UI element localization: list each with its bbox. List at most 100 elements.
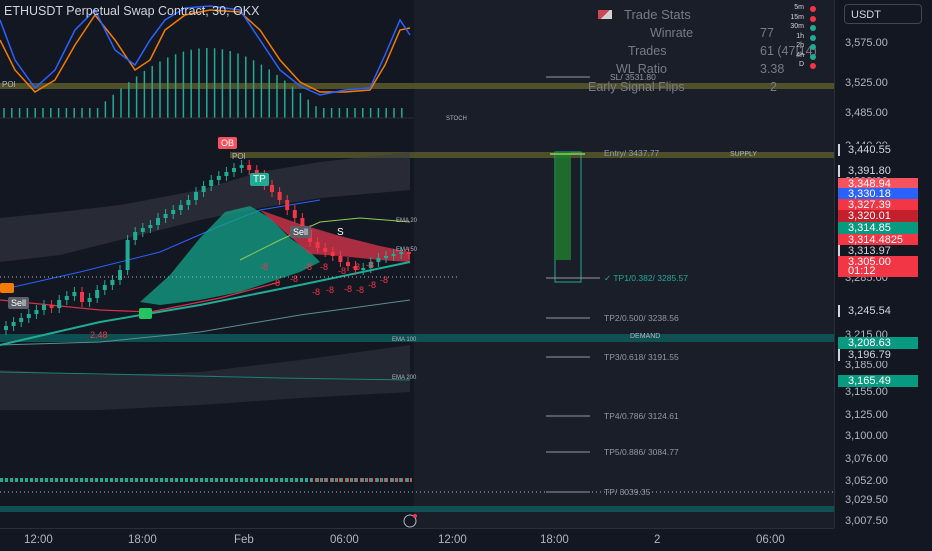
signal-dot: -8 — [260, 262, 268, 272]
timeframe-row: 5m — [770, 4, 818, 14]
candle-body — [209, 180, 214, 186]
oscillator-orange-line — [0, 9, 411, 93]
candle-body — [102, 285, 107, 290]
candle-body — [323, 248, 328, 252]
chart-pane[interactable]: -8 -8 -8 -8 -8 -8 -8 -8 -8 -8 -8 -8 -8 -8 ETHUSDT Per… — [0, 0, 834, 528]
currency-button[interactable]: USDT — [844, 4, 922, 24]
wl-ratio-value: 3.38 — [760, 62, 785, 76]
trade-level-lines — [546, 76, 590, 493]
ema200-label: EMA 200 — [392, 375, 417, 381]
candle-body — [171, 210, 176, 214]
oscillator-histogram — [3, 48, 403, 118]
price-tick: 3,525.00 — [845, 77, 888, 89]
time-tick: 18:00 — [540, 534, 569, 546]
timeframe-row: D — [770, 61, 818, 71]
lightning-icon[interactable] — [403, 514, 417, 528]
signal-dot: -8 — [368, 280, 376, 290]
orange-marker-left — [0, 283, 14, 293]
sell-dots: -8 -8 -8 -8 -8 -8 -8 -8 -8 -8 -8 -8 -8 -8 — [260, 260, 388, 297]
timeframe-label: 2h — [796, 42, 804, 49]
price-badge: 3,348.94 — [838, 178, 918, 190]
price-badge: 3,196.79 — [838, 349, 918, 361]
time-tick: 06:00 — [756, 534, 785, 546]
poi-band-top — [0, 83, 834, 89]
price-badge: 3,440.55 — [838, 144, 918, 156]
timeframe-status-dot — [810, 34, 816, 41]
lightning-dot — [413, 514, 417, 518]
time-tick: 12:00 — [438, 534, 467, 546]
timeframe-row: 1h — [770, 33, 818, 43]
price-tick: 3,185.00 — [845, 359, 888, 371]
candle-body — [368, 262, 373, 268]
timeframe-row: 30m — [770, 23, 818, 33]
candle-body — [353, 266, 358, 270]
timeframe-label: 5m — [794, 4, 804, 11]
price-tick: 3,052.00 — [845, 475, 888, 487]
tp2-level: TP2/0.500/ 3238.56 — [604, 313, 679, 323]
trade-stats-icon — [598, 10, 612, 19]
time-tick: Feb — [234, 534, 254, 546]
candle-body — [125, 240, 130, 270]
candle-body — [406, 252, 411, 254]
candle-body — [49, 305, 54, 308]
candle-body — [34, 310, 39, 314]
oscillator-blue-line — [0, 5, 411, 96]
candle-body — [224, 172, 229, 176]
price-tick: 3,155.00 — [845, 386, 888, 398]
supply-band — [230, 152, 834, 158]
ob-marker: OB — [218, 137, 238, 149]
candle-body — [133, 232, 138, 240]
symbol-title[interactable]: ETHUSDT Perpetual Swap Contract, 30, OKX — [4, 4, 260, 18]
price-badge: 3,327.39 — [838, 199, 918, 211]
ema20-line — [239, 217, 411, 261]
price-badge: 3,314.4825 — [838, 234, 918, 246]
candle-body — [87, 298, 92, 302]
candle-body — [300, 218, 305, 230]
candle-body — [338, 256, 343, 262]
price-badge: 3,330.18 — [838, 188, 918, 200]
trades-label: Trades — [628, 44, 667, 58]
tp1-level: ✓ TP1/0.382/ 3285.57 — [604, 273, 688, 283]
ema20-label: EMA 20 — [396, 218, 418, 224]
timeframe-label: D — [798, 61, 804, 68]
candle-body — [285, 200, 290, 210]
candle-body — [361, 268, 366, 270]
candle-body — [232, 168, 236, 172]
price-badge: 01:12 — [838, 265, 918, 277]
signal-dot: -8 — [338, 266, 346, 276]
tp3-level: TP3/0.618/ 3191.55 — [604, 352, 679, 362]
candle-body — [72, 292, 77, 296]
tp-level: TP/ 3039.35 — [604, 487, 651, 497]
time-axis[interactable]: 12:00 18:00 Feb 06:00 12:00 18:00 2 06:00 — [0, 528, 834, 551]
candle-body — [201, 186, 206, 192]
sl-level: SL/ 3531.80 — [610, 72, 656, 82]
timeframe-status-dot — [810, 25, 816, 31]
candle-body — [118, 270, 122, 280]
trade-box-fill — [555, 152, 571, 260]
time-tick: 06:00 — [330, 534, 359, 546]
timeframe-status-dot — [810, 44, 816, 50]
num-248-label: 2.48 — [90, 330, 108, 340]
price-badge: 3,320.01 — [838, 210, 918, 222]
candle-body — [11, 322, 16, 326]
candle-body — [156, 218, 160, 225]
price-badge: 3,313.97 — [838, 245, 918, 257]
timeframe-status-dot — [810, 63, 816, 69]
candle-body — [376, 258, 381, 262]
time-tick: 2 — [654, 534, 661, 546]
oscillator-panel — [0, 5, 411, 118]
wl-ratio-label: WL Ratio — [616, 62, 667, 76]
price-tick: 3,029.50 — [845, 494, 888, 506]
channel-cloud-lower — [0, 345, 410, 410]
poi-top-label: POI — [2, 80, 16, 89]
candle-body — [42, 305, 46, 310]
price-badge: 3,245.54 — [838, 305, 918, 317]
ema-blue-line — [0, 199, 321, 291]
price-tick: 3,100.00 — [845, 430, 888, 442]
s-marker: S — [337, 227, 344, 238]
candle-body — [384, 256, 388, 258]
tp-marker: TP — [250, 173, 269, 186]
candle-body — [186, 200, 191, 205]
candle-body — [194, 192, 198, 200]
candle-body — [391, 254, 396, 256]
